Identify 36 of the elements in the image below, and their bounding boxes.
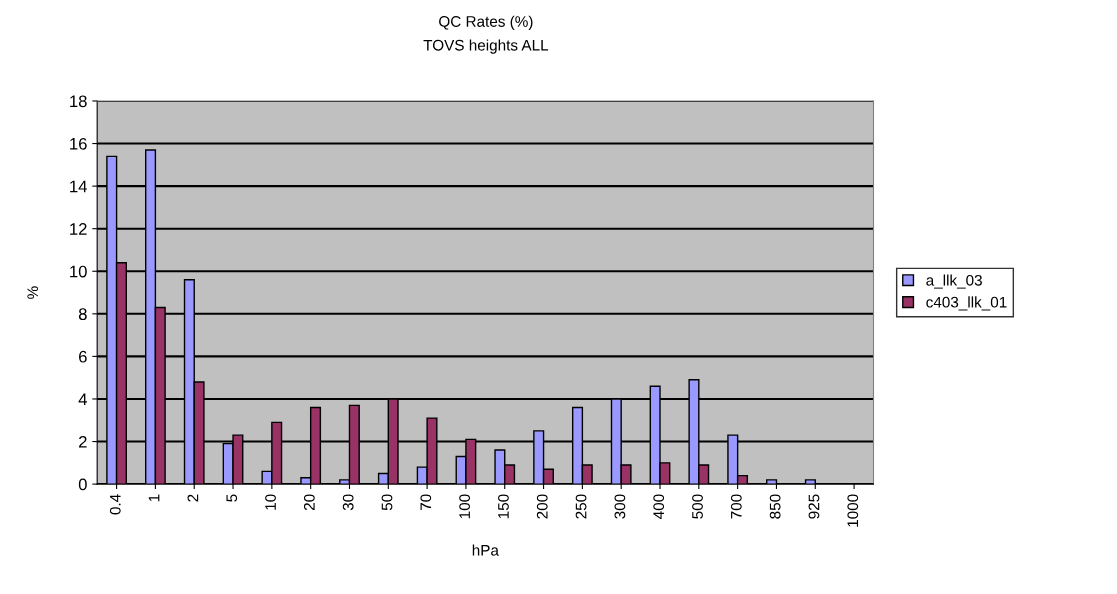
x-tick-label: 300 [614, 494, 626, 519]
y-tick-label: 14 [70, 180, 87, 193]
legend-label: a_llk_03 [926, 274, 982, 289]
y-tick-label: 4 [78, 393, 87, 406]
x-tick-label: 500 [692, 494, 703, 519]
x-tick-label: 10 [265, 494, 276, 510]
x-tick-label: 20 [303, 494, 315, 511]
y-tick-label: 18 [70, 95, 87, 108]
x-tick-label: 50 [381, 494, 393, 511]
y-tick-label: 0 [78, 478, 87, 491]
x-tick-label: 1 [148, 494, 160, 502]
y-tick-label: 6 [79, 350, 87, 363]
x-tick-label: 400 [653, 494, 665, 519]
chart-title: QC Rates (%) [439, 15, 533, 30]
y-tick-label: 2 [79, 435, 87, 448]
x-tick-label: 850 [769, 494, 781, 519]
legend-label: c403_llk_01 [926, 296, 1007, 311]
x-tick-label: 100 [459, 494, 471, 519]
y-tick-label: 8 [78, 308, 87, 321]
x-tick-label: 150 [498, 494, 509, 519]
x-tick-label: 70 [420, 494, 432, 511]
y-tick-label: 10 [70, 265, 87, 278]
chart-subtitle: TOVS heights ALL [423, 39, 549, 54]
x-tick-label: 30 [342, 494, 354, 511]
y-axis-title: % [27, 286, 39, 299]
x-tick-label: 0.4 [109, 494, 121, 515]
x-tick-label: 925 [808, 494, 820, 519]
x-tick-label: 2 [187, 494, 199, 502]
x-tick-label: 1000 [847, 494, 859, 527]
y-tick-label: 16 [70, 137, 87, 150]
x-tick-label: 250 [575, 494, 587, 519]
x-tick-label: 5 [226, 494, 238, 502]
x-tick-label: 200 [536, 494, 548, 519]
x-tick-label: 700 [730, 494, 742, 519]
y-tick-label: 12 [70, 223, 87, 235]
x-axis-title: hPa [472, 544, 499, 556]
